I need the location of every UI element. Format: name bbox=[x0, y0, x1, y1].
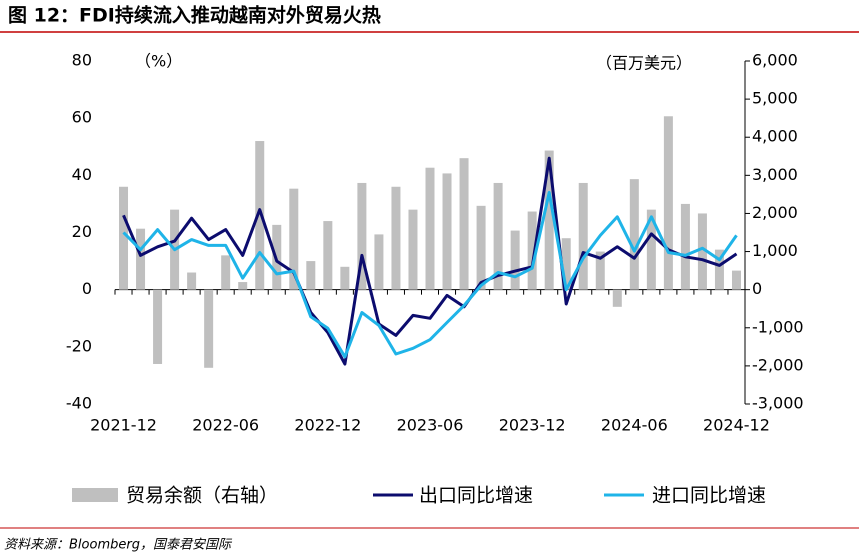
bar bbox=[595, 251, 605, 290]
bar bbox=[629, 179, 639, 290]
bar bbox=[442, 173, 452, 290]
bar bbox=[136, 228, 146, 290]
bar bbox=[425, 167, 435, 290]
y2-tick-label: 2,000 bbox=[752, 203, 798, 222]
x-tick-label: 2022-12 bbox=[294, 416, 361, 435]
y-unit: （%） bbox=[135, 52, 182, 71]
bar bbox=[238, 282, 248, 290]
line bbox=[122, 191, 738, 359]
bar bbox=[578, 182, 588, 290]
y2-tick-label: -1,000 bbox=[752, 317, 804, 336]
x-tick-label: 2022-06 bbox=[192, 416, 259, 435]
bar bbox=[459, 158, 469, 290]
bar bbox=[544, 150, 554, 290]
bar bbox=[204, 289, 214, 368]
bar bbox=[646, 209, 656, 290]
bar bbox=[340, 266, 350, 290]
x-tick-label: 2023-12 bbox=[499, 416, 566, 435]
y2-unit: （百万美元） bbox=[596, 54, 692, 73]
bar bbox=[119, 186, 129, 290]
legend-label: 贸易余额（右轴） bbox=[126, 485, 278, 507]
bar bbox=[357, 182, 367, 290]
line bbox=[122, 156, 738, 366]
bar bbox=[221, 255, 231, 290]
bar bbox=[374, 234, 384, 290]
bar bbox=[731, 270, 741, 290]
y2-tick-label: -2,000 bbox=[752, 355, 804, 374]
bar bbox=[612, 289, 622, 307]
bar bbox=[561, 238, 571, 290]
bar bbox=[493, 182, 503, 290]
source: 资料来源：Bloomberg，国泰君安国际 bbox=[4, 538, 233, 553]
legend-label: 进口同比增速 bbox=[652, 485, 766, 507]
bar bbox=[255, 141, 265, 290]
x-tick-label: 2021-12 bbox=[90, 416, 157, 435]
bar bbox=[663, 116, 673, 290]
bar bbox=[680, 203, 690, 290]
y-tick-label: -40 bbox=[66, 394, 92, 413]
x-tick-label: 2023-06 bbox=[397, 416, 464, 435]
y2-tick-label: 4,000 bbox=[752, 127, 798, 146]
bar bbox=[527, 211, 537, 290]
x-tick-label: 2024-06 bbox=[601, 416, 668, 435]
bar bbox=[187, 272, 197, 290]
x-tick-label: 2024-12 bbox=[703, 416, 770, 435]
bar bbox=[153, 289, 163, 364]
y-tick-label: -20 bbox=[66, 336, 92, 355]
bar bbox=[323, 221, 333, 290]
chart-title: 图 12：FDI持续流入推动越南对外贸易火热 bbox=[8, 4, 381, 27]
y-tick-label: 80 bbox=[72, 51, 92, 70]
bar bbox=[391, 186, 401, 290]
y2-tick-label: -3,000 bbox=[752, 394, 804, 413]
y2-tick-label: 5,000 bbox=[752, 89, 798, 108]
y-tick-label: 40 bbox=[72, 165, 92, 184]
legend-swatch bbox=[72, 488, 118, 502]
bar bbox=[697, 213, 707, 290]
bar bbox=[510, 230, 520, 290]
bar bbox=[408, 209, 418, 290]
y-tick-label: 0 bbox=[82, 279, 92, 298]
y-tick-label: 60 bbox=[72, 108, 92, 127]
y-tick-label: 20 bbox=[72, 222, 92, 241]
legend-label: 出口同比增速 bbox=[419, 485, 533, 507]
y2-tick-label: 1,000 bbox=[752, 241, 798, 260]
y2-tick-label: 3,000 bbox=[752, 165, 798, 184]
bar bbox=[306, 261, 316, 290]
bar bbox=[476, 205, 486, 290]
bar bbox=[289, 188, 299, 290]
bar bbox=[714, 249, 724, 290]
y2-tick-label: 0 bbox=[752, 279, 762, 298]
y2-tick-label: 6,000 bbox=[752, 51, 798, 70]
